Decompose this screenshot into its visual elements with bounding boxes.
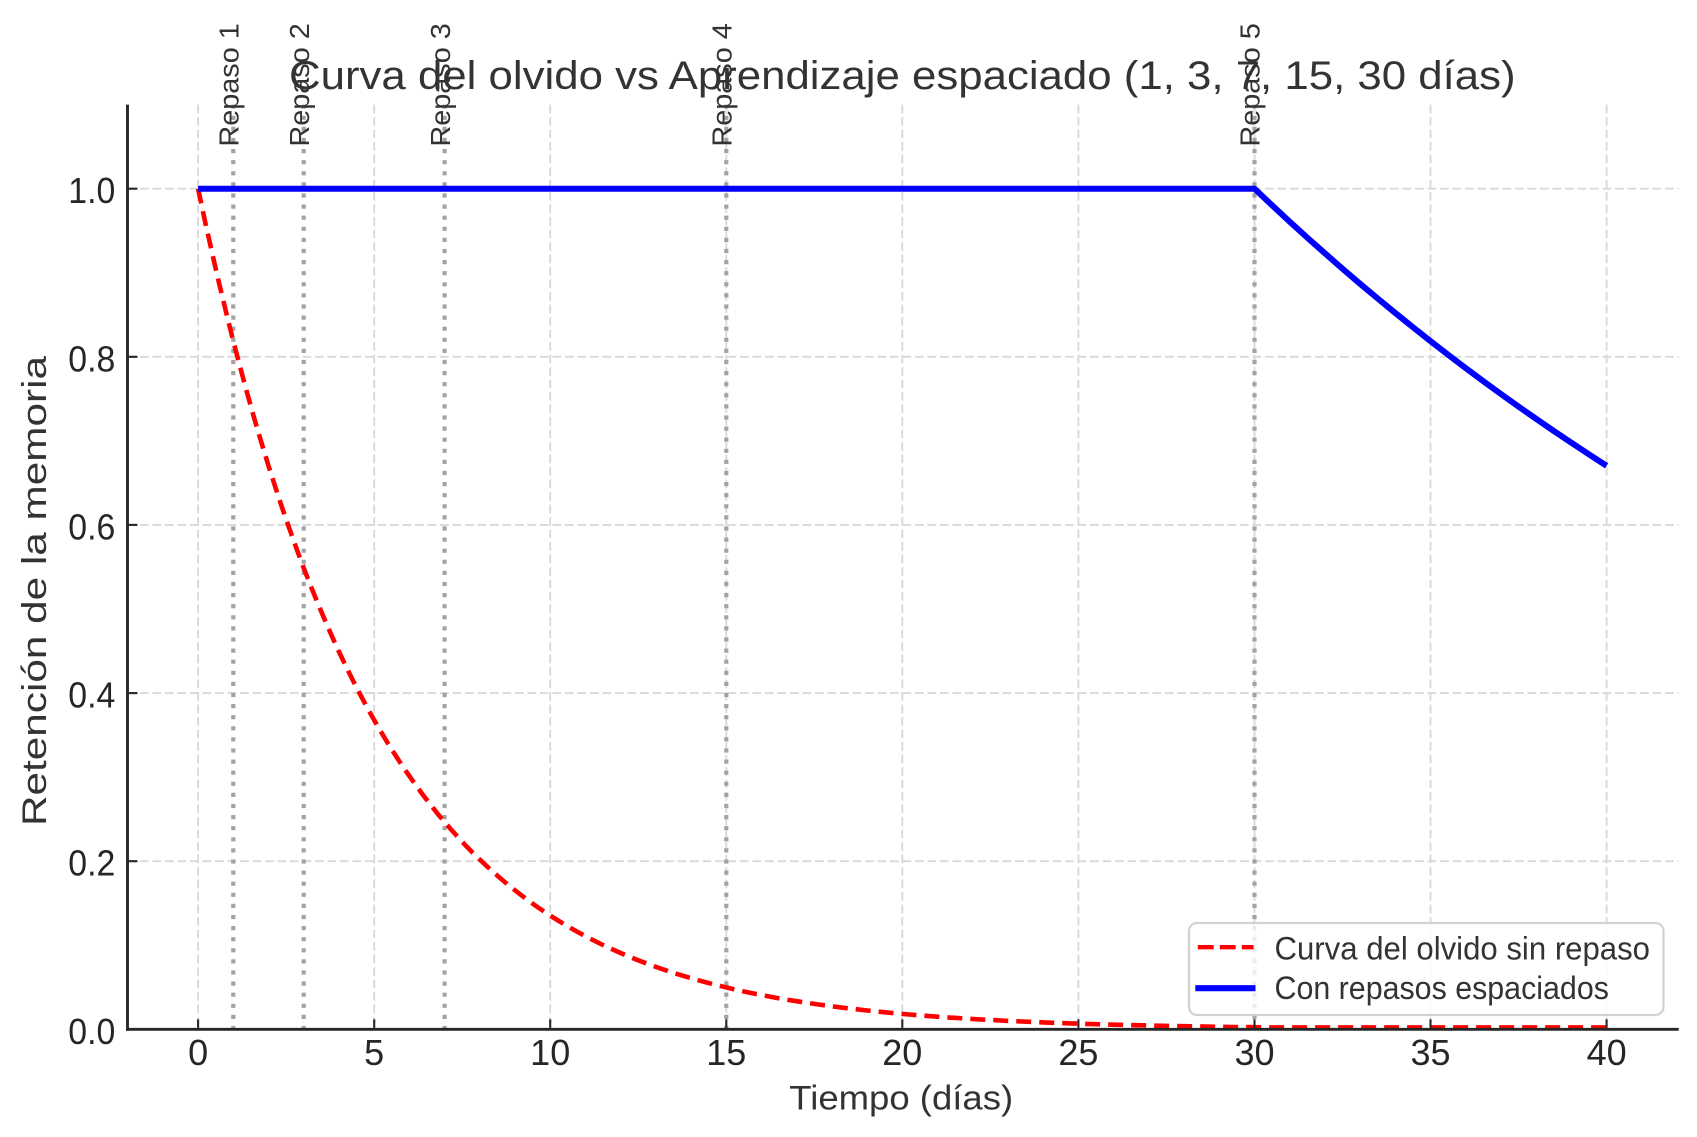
svg-text:15: 15 bbox=[706, 1032, 746, 1073]
svg-text:1.0: 1.0 bbox=[68, 170, 115, 211]
svg-text:Curva del olvido vs Aprendizaj: Curva del olvido vs Aprendizaje espaciad… bbox=[289, 54, 1516, 98]
svg-text:Tiempo (días): Tiempo (días) bbox=[789, 1079, 1013, 1117]
svg-text:Con repasos espaciados: Con repasos espaciados bbox=[1275, 970, 1609, 1006]
svg-text:40: 40 bbox=[1587, 1032, 1627, 1073]
svg-text:30: 30 bbox=[1234, 1032, 1274, 1073]
svg-text:Repaso 1: Repaso 1 bbox=[214, 23, 245, 146]
svg-text:0.8: 0.8 bbox=[68, 338, 115, 379]
svg-text:10: 10 bbox=[530, 1032, 570, 1073]
svg-text:0.2: 0.2 bbox=[68, 843, 115, 884]
svg-text:Repaso 5: Repaso 5 bbox=[1235, 23, 1266, 146]
svg-text:0.6: 0.6 bbox=[68, 506, 115, 547]
svg-text:0: 0 bbox=[188, 1032, 208, 1073]
svg-text:5: 5 bbox=[364, 1032, 384, 1073]
svg-text:25: 25 bbox=[1058, 1032, 1098, 1073]
svg-text:Repaso 2: Repaso 2 bbox=[284, 23, 315, 146]
svg-text:Repaso 4: Repaso 4 bbox=[707, 23, 738, 146]
svg-text:0.4: 0.4 bbox=[68, 675, 115, 716]
svg-text:35: 35 bbox=[1410, 1032, 1450, 1073]
svg-text:Repaso 3: Repaso 3 bbox=[425, 23, 456, 146]
svg-text:Retención de la memoria: Retención de la memoria bbox=[16, 356, 54, 826]
svg-text:Curva del olvido sin repaso: Curva del olvido sin repaso bbox=[1275, 931, 1651, 967]
svg-text:20: 20 bbox=[882, 1032, 922, 1073]
svg-text:0.0: 0.0 bbox=[68, 1011, 115, 1052]
